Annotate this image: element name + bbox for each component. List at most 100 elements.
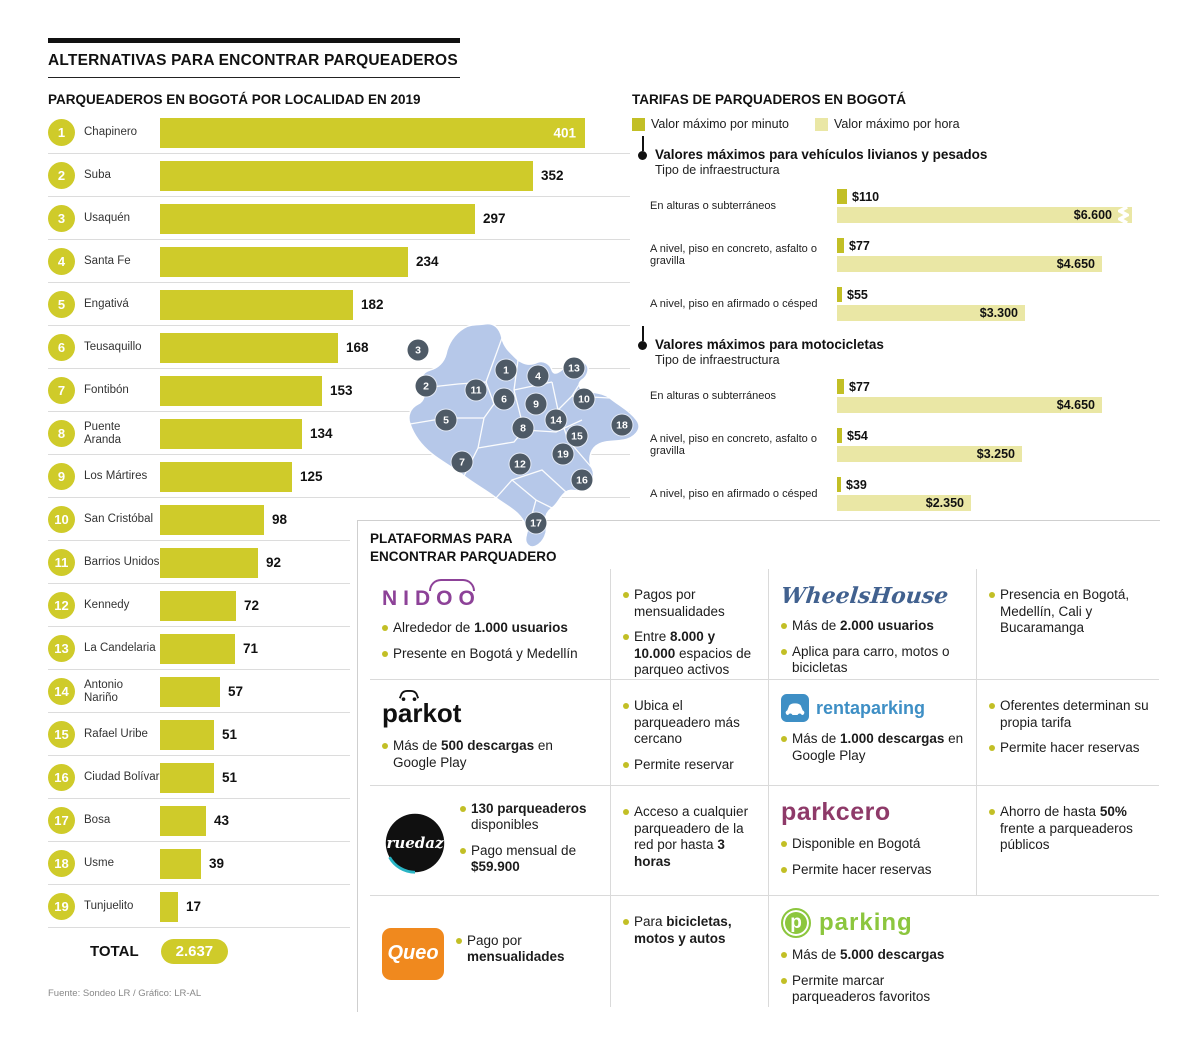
rank-badge: 7: [48, 377, 75, 404]
bullet-dot-icon: [638, 326, 647, 350]
tariff-bars: $77 $4.650: [837, 379, 1137, 413]
ruedaz-circle-icon: [385, 813, 445, 874]
infrastructure-label: A nivel, piso en concreto, asfalto o gra…: [650, 433, 817, 457]
hour-bar: $4.650: [837, 397, 1102, 413]
locality-bar: [160, 332, 338, 363]
platform-facts: 130 parqueaderos disponibles Pago mensual…: [460, 801, 600, 885]
locality-bar-wrap: 39: [160, 848, 225, 879]
rank-badge: 5: [48, 291, 75, 318]
locality-bar-wrap: 51: [160, 719, 237, 750]
platform-facts: Pago por mensualidades: [456, 933, 600, 975]
rank-badge: 11: [48, 549, 75, 576]
bar-value: 153: [330, 383, 353, 398]
minute-value: $77: [849, 238, 870, 253]
parking-logo-text: parking: [819, 909, 913, 937]
platform-facts: Más de 5.000 descargas Permite marcar par…: [781, 947, 966, 1005]
table-row: 9 Los Mártires 125: [48, 455, 633, 498]
locality-label: Kennedy: [84, 599, 130, 612]
locality-bar: [160, 676, 220, 707]
locality-bar-wrap: 401: [160, 117, 585, 148]
parkcero-logo: parkcero: [781, 798, 891, 827]
locality-label: Teusaquillo: [84, 341, 142, 354]
table-row: 8 Puente Aranda 134: [48, 412, 633, 455]
locality-label: Engativá: [84, 298, 129, 311]
map-marker-19: 19: [552, 443, 574, 465]
platform-facts: Para bicicletas, motos y autos: [623, 914, 758, 947]
map-marker-14: 14: [545, 409, 567, 431]
queo-logo-text: Queo: [387, 942, 439, 965]
parkot-logo: parkot: [382, 690, 461, 729]
minute-line: $77: [837, 379, 1137, 394]
platform-cell: Para bicicletas, motos y autos: [610, 895, 768, 1008]
locality-bar: [160, 289, 353, 320]
locality-label: Fontibón: [84, 384, 129, 397]
nidoo-logo-text: NIDOO: [382, 587, 481, 611]
map-marker-17: 17: [525, 512, 547, 534]
locality-bar-wrap: 168: [160, 332, 369, 363]
minute-line: $55: [837, 287, 1137, 302]
locality-label: Bosa: [84, 814, 111, 827]
infrastructure-label: En alturas o subterráneos: [650, 390, 776, 402]
locality-bar-wrap: 17: [160, 891, 201, 922]
platform-facts: Alrededor de 1.000 usuarios Presente en B…: [382, 620, 600, 662]
infrastructure-label: A nivel, piso en concreto, asfalto o gra…: [650, 243, 817, 267]
bar-value: 92: [266, 555, 282, 570]
minute-line: $77: [837, 238, 1137, 253]
ruedaz-logo-text: ruedaz: [386, 833, 444, 852]
locality-label: Santa Fe: [84, 255, 131, 268]
total-badge: 2.637: [160, 938, 229, 964]
platform-cell: Ubica el parqueadero más cercano Permite …: [610, 679, 768, 786]
bar-value: 297: [483, 211, 506, 226]
locality-bar-wrap: 57: [160, 676, 243, 707]
locality-bar: [160, 504, 264, 535]
rank-badge: 15: [48, 721, 75, 748]
source-credit: Fuente: Sondeo LR / Gráfico: LR-AL: [48, 988, 202, 999]
table-row: 17 Bosa 43: [48, 799, 633, 842]
platform-cell: Queo Pago por mensualidades: [370, 895, 610, 1007]
platforms-grid: NIDOO Alrededor de 1.000 usuarios Present…: [370, 569, 1160, 1008]
tariff-bars: $54 $3.250: [837, 428, 1137, 462]
tariff-bars: $110 $6.600: [837, 189, 1137, 223]
locality-bar: [160, 848, 201, 879]
locality-label: Ciudad Bolívar: [84, 771, 160, 784]
wheelshouse-logo: WheelsHouse: [779, 583, 950, 610]
locality-bar: [160, 590, 236, 621]
platform-fact: Más de 5.000 descargas: [781, 947, 966, 963]
tariff-group-head: Valores máximos para motocicletas Tipo d…: [632, 326, 1162, 367]
locality-bar: [160, 418, 302, 449]
platform-cell: NIDOO Alrededor de 1.000 usuarios Present…: [370, 569, 610, 679]
minute-value: $39: [846, 477, 867, 492]
rank-badge: 3: [48, 205, 75, 232]
table-row: 15 Rafael Uribe 51: [48, 713, 633, 756]
locality-bar-wrap: 72: [160, 590, 259, 621]
locality-bar: [160, 805, 206, 836]
car-icon: [398, 690, 420, 702]
locality-bar-wrap: 98: [160, 504, 287, 535]
platform-cell: Pagos por mensualidades Entre 8.000 y 10.…: [610, 569, 768, 680]
minute-line: $110: [837, 189, 1137, 204]
platform-fact: Ahorro de hasta 50% frente a parqueadero…: [989, 804, 1149, 853]
rank-badge: 4: [48, 248, 75, 275]
minute-line: $54: [837, 428, 1137, 443]
platform-fact: 130 parqueaderos disponibles: [460, 801, 600, 834]
map-marker-3: 3: [407, 339, 429, 361]
platforms-title: PLATAFORMAS PARA ENCONTRAR PARQUADERO: [370, 530, 1160, 565]
map-marker-6: 6: [493, 388, 515, 410]
map-marker-10: 10: [573, 388, 595, 410]
table-row: 3 Usaquén 297: [48, 197, 633, 240]
platform-fact: Más de 2.000 usuarios: [781, 618, 966, 634]
platform-cell: parkcero Disponible en Bogotá Permite hace…: [768, 785, 976, 896]
hour-bar: $3.250: [837, 446, 1022, 462]
bar-value: 39: [209, 856, 225, 871]
tariffs-legend: Valor máximo por minuto Valor máximo por…: [632, 117, 1162, 131]
tariff-groups: Valores máximos para vehículos livianos …: [632, 136, 1162, 511]
table-row: 1 Chapinero 401: [48, 111, 633, 154]
bogota-map: 3 2 11 1 4 13 6 9 10 5 14 8 15 18 7 12 19 16 17: [366, 320, 658, 552]
platform-fact: Presente en Bogotá y Medellín: [382, 646, 600, 662]
platform-fact: Pago por mensualidades: [456, 933, 600, 966]
bullet-dot-icon: [638, 136, 647, 160]
rentaparking-logo: rentaparking: [781, 694, 966, 723]
locality-label: Suba: [84, 169, 111, 182]
bar-value: 43: [214, 813, 230, 828]
